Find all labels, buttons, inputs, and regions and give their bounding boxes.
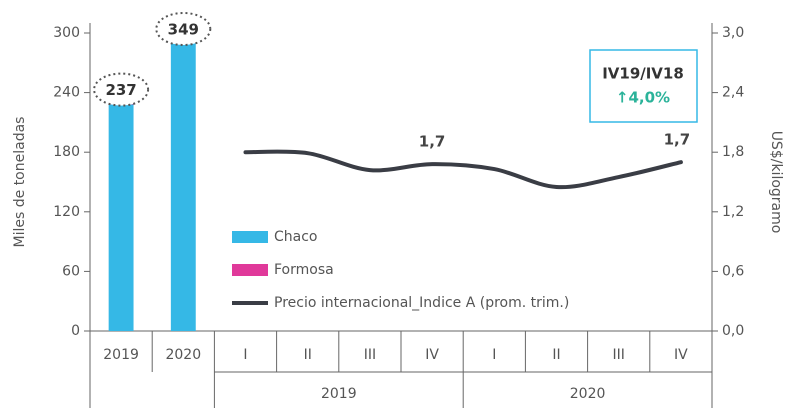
y2-tick-label: 0,0 <box>722 323 744 339</box>
y-axis-label: Miles de toneladas <box>12 117 28 248</box>
legend-label: Chaco <box>274 229 318 245</box>
x-tick-label: 2020 <box>165 347 201 363</box>
x-tick-label: 2019 <box>103 347 139 363</box>
bar <box>108 104 134 332</box>
y-tick-label: 0 <box>71 323 80 339</box>
legend-label: Precio internacional_Indice A (prom. tri… <box>274 295 569 311</box>
y2-tick-label: 0,6 <box>722 263 744 279</box>
y2-tick-label: 3,0 <box>722 25 744 41</box>
info-title: IV19/IV18 <box>602 65 684 83</box>
total-outline <box>155 12 212 46</box>
y-tick-label: 120 <box>53 204 80 220</box>
y-tick-label: 240 <box>53 85 80 101</box>
total-label: 349 <box>168 21 199 39</box>
x-tick-label: III <box>364 347 376 363</box>
bars <box>108 33 196 332</box>
legend-swatch <box>232 264 268 276</box>
data-label: 1,7 <box>664 131 691 149</box>
y-tick-label: 180 <box>53 144 80 160</box>
x-tick-label: I <box>492 347 496 363</box>
legend-swatch <box>232 231 268 243</box>
price-line <box>243 149 683 190</box>
info-box <box>589 49 698 123</box>
y2-axis-label: US$/kilogramo <box>768 131 784 234</box>
x-tick-label: II <box>304 347 312 363</box>
y2-tick-label: 1,8 <box>722 144 744 160</box>
y-tick-label: 300 <box>53 25 80 41</box>
group-label: 2020 <box>570 386 606 402</box>
x-tick-label: II <box>552 347 560 363</box>
total-outline <box>93 72 150 107</box>
y2-tick-label: 2,4 <box>722 85 744 101</box>
total-label: 237 <box>105 81 136 99</box>
bar <box>170 33 196 332</box>
data-label: 1,7 <box>419 133 446 151</box>
y2-tick-label: 1,2 <box>722 204 744 220</box>
y-tick-label: 60 <box>62 263 80 279</box>
group-label: 2019 <box>321 386 357 402</box>
info-value: ↑4,0% <box>616 89 670 107</box>
x-tick-label: I <box>243 347 247 363</box>
legend-label: Formosa <box>274 262 334 278</box>
x-tick-label: III <box>613 347 625 363</box>
x-tick-label: IV <box>425 347 439 363</box>
x-tick-label: IV <box>674 347 688 363</box>
